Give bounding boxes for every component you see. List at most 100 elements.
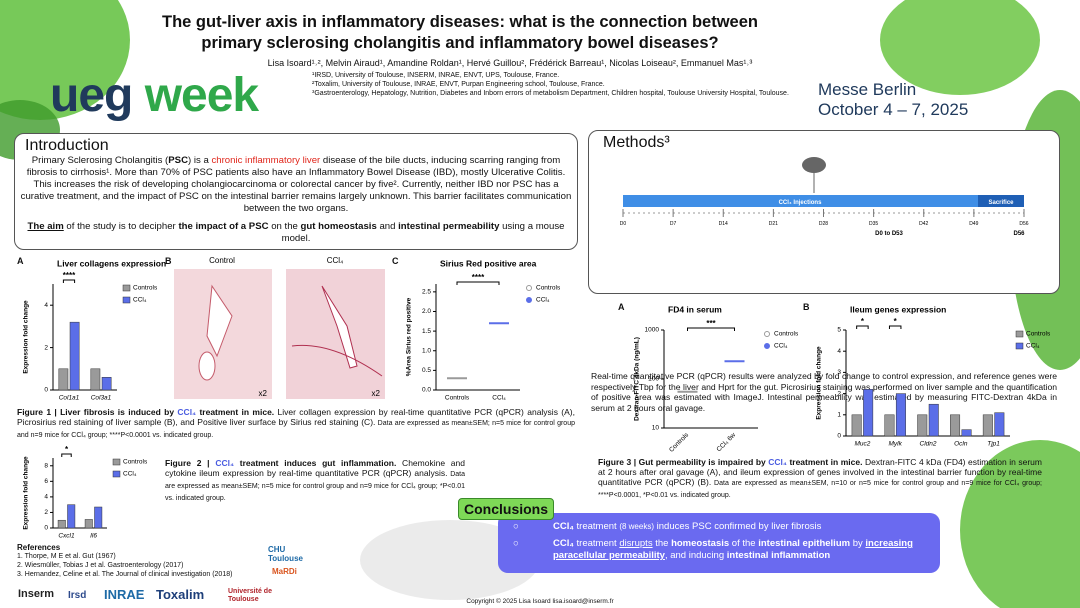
significance-bracket: [856, 325, 869, 329]
panel-label: B: [803, 302, 810, 312]
timeline: D0 D7 D14 D21 D28 D35 D42 D49 D56 CCl₄ Injections…: [620, 157, 1029, 237]
affiliation: ²Toxalim, University of Toulouse, INRAE,…: [312, 81, 605, 88]
y-tick-label: 2: [44, 509, 48, 516]
significance-bracket: [888, 325, 902, 329]
legend-label: CCl₄: [133, 297, 147, 304]
y-tick-label: 4: [44, 494, 48, 501]
dates: October 4 – 7, 2025: [818, 100, 969, 119]
y-axis-label: Expression fold change: [816, 346, 823, 420]
panel-label: A: [17, 256, 24, 266]
y-tick-label: 0.5: [422, 367, 431, 374]
chart-title: Ileum genes expression: [850, 304, 946, 314]
text: disrupts: [619, 538, 653, 549]
text: gut homeostasis: [300, 221, 377, 232]
significance: *: [894, 317, 898, 326]
text: Figure 3 | Gut permeability is impaired …: [598, 457, 769, 467]
legend-swatch: [122, 284, 131, 292]
panel-label: B: [165, 256, 172, 266]
micrographs: Control CCl₄ x2 x2: [174, 256, 385, 399]
logo: Université de Toulouse: [228, 588, 272, 603]
x-tick-label: Controls: [445, 395, 470, 402]
significance: ****: [472, 273, 485, 282]
y-tick-label: 4: [837, 348, 841, 355]
references-heading: References: [17, 543, 61, 552]
legend-swatch: [526, 297, 532, 303]
bullet: ○: [513, 521, 519, 532]
y-tick-label: 0: [44, 525, 48, 532]
reference: 1. Thorpe, M E et al. Gut (1967): [17, 553, 116, 560]
text: Liver collagen expression by real-time q…: [17, 407, 575, 427]
logo: CHU Toulouse: [268, 545, 303, 563]
timeline-day: D0: [620, 221, 627, 227]
logo-ueg: ueg: [50, 69, 133, 122]
bar: [851, 414, 862, 437]
legend-swatch: [112, 458, 121, 466]
timeline-label: Sacrifice: [988, 200, 1014, 206]
y-tick-label: 0: [44, 387, 48, 394]
legend-label: CCl₄: [774, 343, 788, 350]
legend-swatch: [1015, 330, 1024, 338]
bar: [928, 403, 939, 437]
text: intestinal permeability: [398, 221, 500, 232]
x-tick-label: Il6: [90, 533, 97, 540]
introduction-box: Introduction Primary Sclerosing Cholangi…: [14, 133, 578, 250]
timeline-day: D35: [869, 221, 878, 227]
x-tick-label: Col1a1: [59, 395, 80, 402]
chart: FD4 in serum Dextran-FITC 4kDa (ng/mL) 10 1…: [634, 304, 799, 454]
image-label: Control: [209, 256, 235, 265]
timeline-day: D42: [919, 221, 928, 227]
reference: 2. Wiesmüller, Tobias J et al. Gastroent…: [17, 562, 184, 569]
y-tick-label: 2: [837, 390, 841, 397]
timeline-day: D28: [819, 221, 828, 227]
significance: ***: [706, 319, 716, 328]
text: The aim: [27, 221, 64, 232]
text: Primary Sclerosing Cholangitis (: [31, 155, 169, 166]
text: Dextran-FITC 4 kDa (FD4) estimation in s…: [598, 457, 1042, 487]
significance: ****: [63, 271, 76, 280]
y-tick-label: 1.5: [422, 328, 431, 335]
logo: MaRDi: [272, 567, 297, 576]
x-tick-label: Col3a1: [91, 395, 112, 402]
section-heading: Methods³: [603, 134, 670, 151]
text: CCl₄: [768, 457, 787, 467]
logo-week: week: [144, 69, 259, 122]
legend-label: Controls: [133, 285, 158, 292]
y-tick-label: 8: [44, 462, 48, 469]
section-heading: Introduction: [25, 137, 109, 154]
text: on the: [268, 221, 301, 232]
bar: [884, 414, 895, 437]
image-label: x2: [372, 389, 381, 398]
text: Data are expressed as mean±SEM; n=5 mice…: [17, 420, 575, 439]
y-axis-label: %Area Sirius red positive: [406, 297, 413, 376]
text: CCl₄: [553, 538, 574, 549]
y-tick-label: 3: [837, 369, 841, 376]
text: chronic inflammatory liver: [211, 155, 321, 166]
bar: [94, 506, 103, 529]
chart: Liver collagens expression Expression fol…: [23, 258, 166, 402]
text: the: [652, 538, 672, 549]
text: (8 weeks): [619, 522, 654, 531]
text: by: [850, 538, 866, 549]
y-tick-label: 0: [837, 433, 841, 440]
significance-bracket: [61, 453, 72, 457]
legend-label: CCl₄: [1026, 343, 1040, 350]
legend-label: CCl₄: [536, 297, 550, 304]
venue: Messe Berlin: [818, 80, 917, 99]
legend-swatch: [122, 296, 131, 304]
affiliation: ¹IRSD, University of Toulouse, INSERM, I…: [312, 72, 560, 79]
bar: [67, 504, 76, 529]
bar: [895, 393, 906, 437]
text: the impact of a PSC: [178, 221, 269, 232]
bullet: ○: [513, 538, 519, 549]
x-tick-label: Cxcl1: [58, 533, 75, 540]
legend-swatch: [1015, 342, 1024, 350]
intro-aim: The aim of the study is to decipher the …: [19, 221, 573, 245]
x-tick-label: Controls: [668, 431, 691, 454]
x-tick-label: Muc2: [854, 441, 870, 448]
timeline-day: D21: [769, 221, 778, 227]
title: The gut-liver axis in inflammatory disea…: [162, 13, 758, 52]
x-tick-label: Ocln: [954, 441, 968, 448]
text: Figure 2 |: [165, 458, 216, 468]
image-label: x2: [259, 389, 268, 398]
